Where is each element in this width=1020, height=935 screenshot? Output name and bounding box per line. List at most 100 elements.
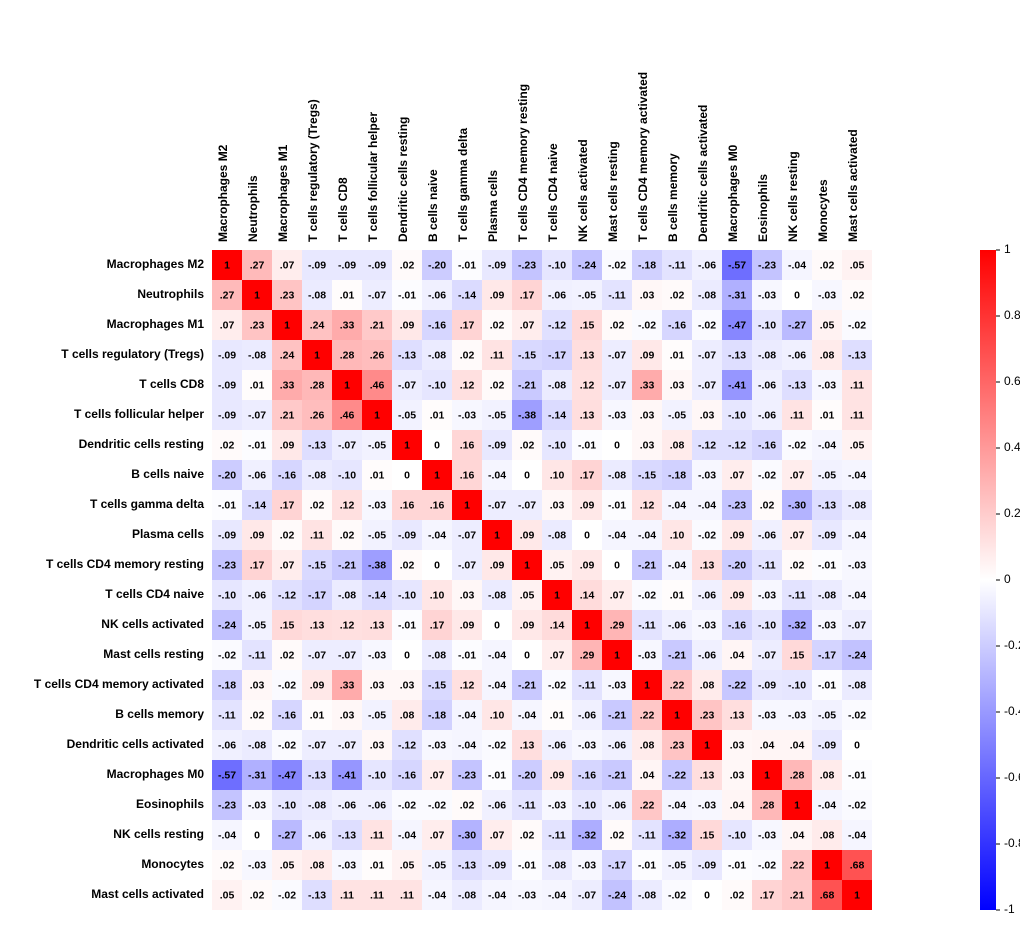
heatmap-cell-value: .21 [280, 409, 295, 421]
heatmap-cell-value: -.03 [608, 409, 626, 421]
heatmap-cell-value: .08 [670, 439, 685, 451]
row-label: Plasma cells [132, 527, 204, 541]
heatmap-cell-value: -.04 [428, 889, 446, 901]
heatmap-cell-value: .28 [760, 799, 775, 811]
heatmap-cell-value: .07 [550, 649, 565, 661]
heatmap-cell-value: .02 [790, 559, 805, 571]
heatmap-cell-value: .26 [310, 409, 325, 421]
heatmap-cell-value: -.17 [308, 589, 326, 601]
col-label: Macrophages M0 [726, 144, 740, 242]
heatmap-cell-value: -.11 [668, 259, 686, 271]
heatmap-cell-value: -.16 [278, 469, 296, 481]
heatmap-cell-value: .24 [280, 349, 295, 361]
heatmap-cell-value: .27 [250, 259, 265, 271]
heatmap-cell-value: -.02 [278, 739, 296, 751]
row-label: NK cells resting [113, 827, 204, 841]
row-label: B cells naive [131, 467, 204, 481]
heatmap-cell-value: -.17 [608, 859, 626, 871]
heatmap-cell-value: -.10 [758, 619, 776, 631]
heatmap-cell-value: .21 [790, 889, 805, 901]
heatmap-cell-value: -.04 [818, 799, 836, 811]
heatmap-cell-value: .33 [640, 379, 655, 391]
heatmap-cell-value: .04 [790, 739, 805, 751]
col-label: T cells CD4 memory resting [516, 84, 530, 242]
heatmap-cell-value: .05 [220, 889, 235, 901]
heatmap-cell-value: -.13 [818, 499, 836, 511]
heatmap-cell-value: -.09 [368, 259, 386, 271]
heatmap-cell-value: -.03 [818, 289, 836, 301]
heatmap-cell-value: -.14 [548, 409, 566, 421]
heatmap-cell-value: .08 [700, 679, 715, 691]
heatmap-cell-value: 0 [524, 649, 530, 661]
heatmap-cell-value: .07 [280, 559, 295, 571]
heatmap-cell-value: -.18 [638, 259, 656, 271]
heatmap-cell-value: -.08 [818, 589, 836, 601]
heatmap-cell-value: -.03 [698, 619, 716, 631]
heatmap-cell-value: .17 [760, 889, 775, 901]
heatmap-cell-value: .09 [520, 529, 535, 541]
heatmap-cell-value: -.03 [818, 379, 836, 391]
heatmap-cell-value: .09 [490, 559, 505, 571]
heatmap-cell-value: -.07 [848, 619, 866, 631]
heatmap-cell-value: .11 [310, 529, 324, 541]
heatmap-cell-value: -.24 [578, 259, 596, 271]
heatmap-cell-value: -.09 [218, 349, 236, 361]
heatmap-cell-value: .03 [400, 679, 415, 691]
heatmap-cell-value: .03 [700, 409, 715, 421]
heatmap-cell-value: .03 [460, 589, 475, 601]
heatmap-cell-value: -.20 [518, 769, 536, 781]
heatmap-cell-value: -.18 [218, 679, 236, 691]
heatmap-cell-value: 0 [404, 469, 410, 481]
heatmap-cell-value: -.07 [338, 649, 356, 661]
heatmap-cell-value: -.04 [488, 649, 506, 661]
heatmap-cell-value: 1 [704, 739, 710, 751]
heatmap-cell-value: 0 [434, 439, 440, 451]
heatmap-cell-value: .01 [550, 709, 565, 721]
heatmap-cell-value: -.05 [368, 709, 386, 721]
row-label: Neutrophils [137, 287, 204, 301]
heatmap-cell-value: .15 [580, 319, 595, 331]
heatmap-cell-value: -.21 [668, 649, 686, 661]
heatmap-cell-value: -.09 [698, 859, 716, 871]
heatmap-cell-value: -.03 [248, 799, 266, 811]
heatmap-cell-value: 1 [314, 349, 320, 361]
heatmap-cell-value: .07 [280, 259, 295, 271]
heatmap-cell-value: -.04 [698, 499, 716, 511]
heatmap-cell-value: .03 [730, 769, 745, 781]
heatmap-cell-value: .02 [250, 889, 265, 901]
heatmap-cell-value: -.10 [338, 469, 356, 481]
heatmap-cell-value: 0 [524, 469, 530, 481]
heatmap-cell-value: .02 [850, 289, 865, 301]
row-label: Mast cells resting [103, 647, 204, 661]
heatmap-cell-value: .22 [790, 859, 805, 871]
heatmap-cell-value: .01 [310, 709, 325, 721]
row-label: Mast cells activated [91, 887, 204, 901]
heatmap-cell-value: -.06 [788, 349, 806, 361]
heatmap-cell-value: -.08 [548, 379, 566, 391]
heatmap-cell-value: -.07 [758, 649, 776, 661]
heatmap-cell-value: -.01 [398, 289, 416, 301]
col-label: Dendritic cells resting [396, 117, 410, 242]
heatmap-cell-value: .09 [580, 559, 595, 571]
heatmap-cell-value: -.09 [218, 409, 236, 421]
heatmap-cell-value: -.20 [218, 469, 236, 481]
col-label: Dendritic cells activated [696, 105, 710, 242]
heatmap-cell-value: .12 [340, 499, 355, 511]
col-label: Neutrophils [246, 175, 260, 242]
heatmap-cell-value: 1 [854, 889, 860, 901]
heatmap-cell-value: -.02 [488, 739, 506, 751]
heatmap-cell-value: .05 [400, 859, 415, 871]
heatmap-cell-value: -.06 [218, 739, 236, 751]
heatmap-cell-value: -.23 [218, 799, 236, 811]
heatmap-cell-value: .01 [370, 469, 385, 481]
heatmap-cell-value: -.10 [728, 829, 746, 841]
colorbar-tick-label: -0.8 [1004, 836, 1020, 850]
heatmap-cell-value: -.09 [818, 739, 836, 751]
heatmap-cell-value: -.04 [458, 709, 476, 721]
heatmap-cell-value: -.06 [608, 799, 626, 811]
heatmap-cell-value: -.10 [548, 259, 566, 271]
heatmap-cell-value: -.06 [698, 259, 716, 271]
heatmap-cell-value: -.01 [578, 439, 596, 451]
heatmap-cell-value: .02 [400, 259, 415, 271]
heatmap-cell-value: -.05 [668, 409, 686, 421]
